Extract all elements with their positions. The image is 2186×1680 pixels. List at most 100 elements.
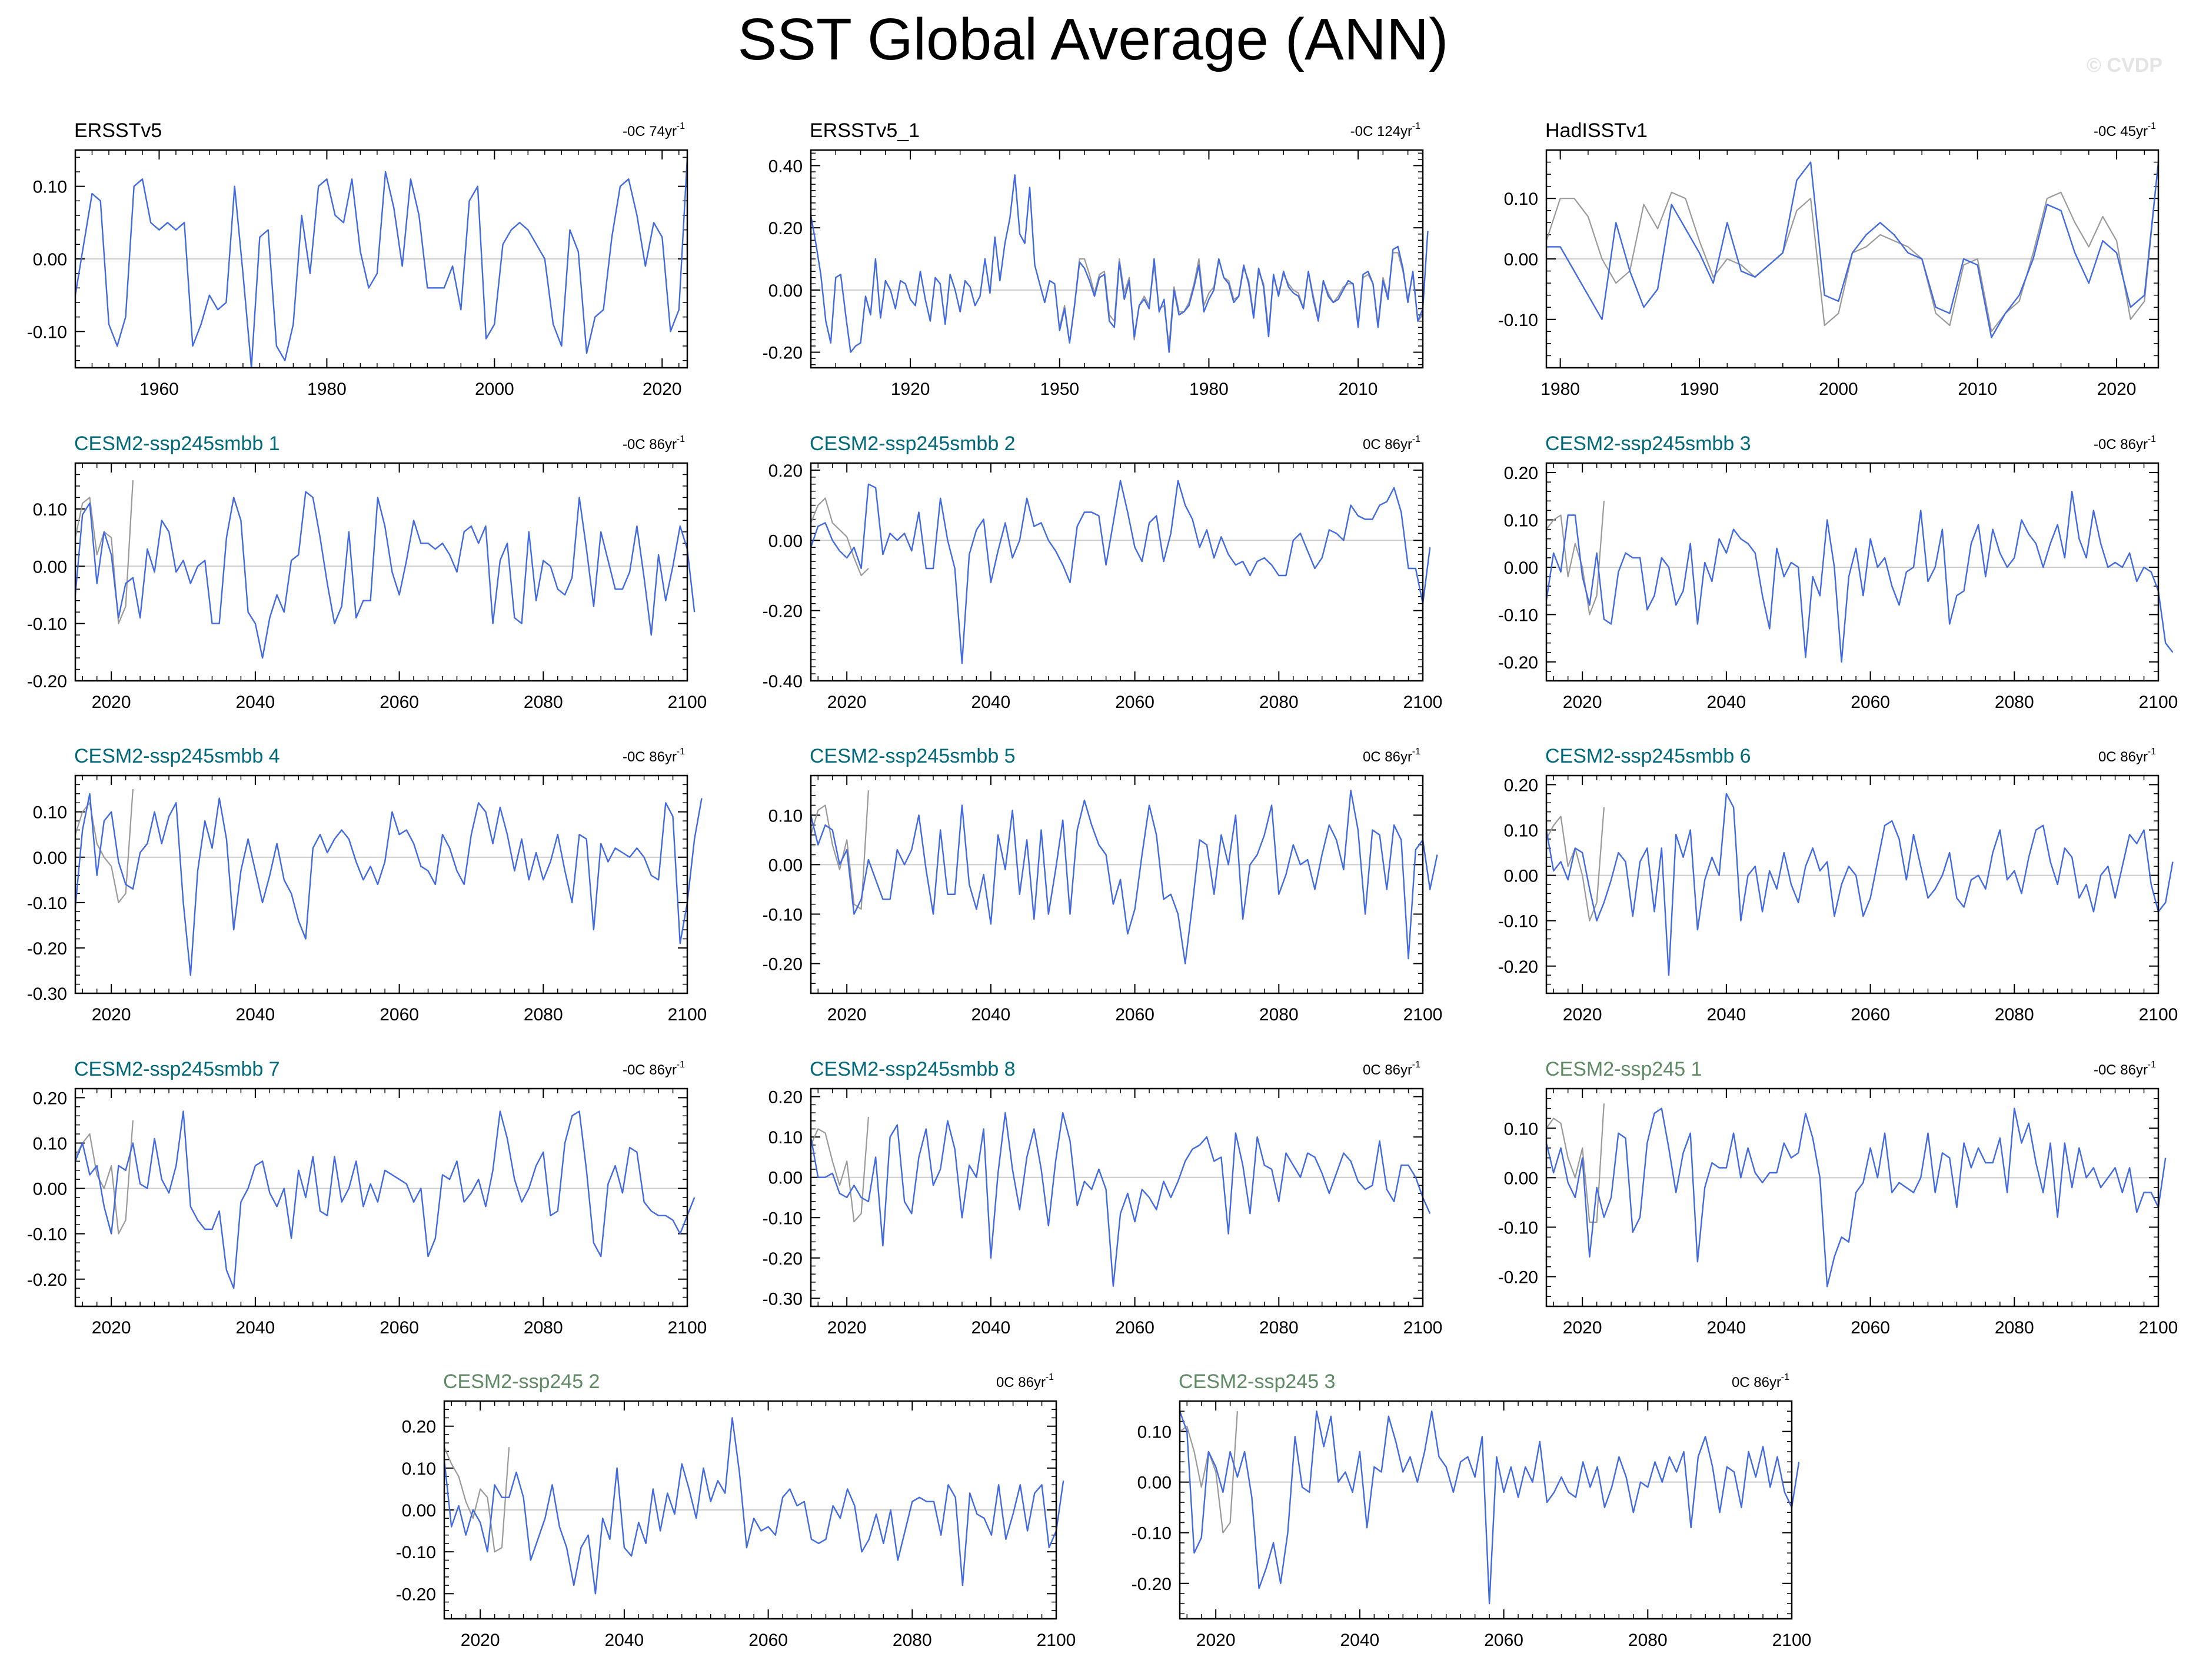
y-tick-label: 0.10 [1504,1119,1538,1139]
y-tick-label: 0.10 [402,1459,436,1479]
panel-title: CESM2-ssp245 1 [1545,1058,1702,1080]
x-tick-label: 2060 [1851,1318,1890,1338]
trend-superscript: -1 [1412,121,1420,131]
panel-title: CESM2-ssp245 2 [443,1370,600,1393]
plot-frame [74,462,688,682]
plot-frame [810,149,1424,369]
panel-title: CESM2-ssp245smbb 7 [74,1058,280,1080]
trend-superscript: -1 [1046,1372,1054,1382]
x-tick-label: 2040 [1707,693,1746,712]
y-tick-label: 0.10 [1137,1423,1172,1442]
x-tick-label: 2060 [1115,1318,1154,1338]
obs-series-line [810,1116,869,1223]
y-tick-label: -0.30 [763,1289,803,1309]
y-tick-label: 0.10 [1504,511,1538,531]
x-tick-label: 1980 [307,380,347,399]
plot-frame [74,149,688,369]
model-series-line [74,491,696,659]
model-series-line [1545,491,2174,663]
y-tick-label: -0.20 [763,1249,803,1269]
y-tick-label: -0.10 [27,894,67,913]
trend-superscript: -1 [1412,747,1420,757]
panel-14: CESM2-ssp245 3 0C 86yr -1 -0.20 -0.10 0.00 0.1… [1132,1370,1812,1650]
trend-label: -0C 45yr [2094,124,2148,139]
model-series-line [810,174,1429,353]
y-tick-label: 0.00 [33,250,67,270]
panel-title: CESM2-ssp245smbb 2 [810,433,1016,455]
x-tick-label: 1990 [1680,380,1719,399]
trend-superscript: -1 [1412,1060,1420,1070]
panel-5: CESM2-ssp245smbb 2 0C 86yr -1 -0.40 -0.20 0.0… [763,433,1443,712]
y-tick-label: 0.00 [1504,250,1538,270]
y-tick-label: 0.10 [33,178,67,197]
y-tick-label: -0.20 [1498,653,1538,673]
y-tick-label: 0.10 [768,806,803,826]
y-tick-label: -0.20 [763,955,803,974]
x-tick-label: 2020 [643,380,682,399]
y-tick-label: -0.20 [27,939,67,959]
trend-superscript: -1 [2148,121,2156,131]
plot-frame [810,1087,1424,1308]
plot-frame [74,1087,688,1308]
plot-frame [1545,462,2160,682]
y-tick-label: 0.10 [33,803,67,823]
model-series-line [1179,1410,1800,1605]
y-tick-label: 0.20 [768,461,803,481]
x-tick-label: 2060 [1851,1005,1890,1024]
trend-superscript: -1 [2148,747,2156,757]
plot-frame [74,774,688,994]
model-series-line [810,1112,1431,1287]
y-tick-label: 0.00 [1137,1473,1172,1493]
trend-superscript: -1 [2148,434,2156,444]
trend-superscript: -1 [677,434,685,444]
y-tick-label: -0.20 [1498,1268,1538,1288]
y-tick-label: 0.00 [1504,867,1538,886]
y-tick-label: 0.20 [768,219,803,238]
trend-label: 0C 86yr [1363,437,1412,453]
x-tick-label: 2100 [1403,1005,1443,1024]
x-tick-label: 2080 [1259,1318,1299,1338]
obs-series-line [1545,162,2160,332]
x-tick-label: 2020 [827,693,867,712]
model-series-line [1545,793,2174,976]
panel-title: CESM2-ssp245smbb 1 [74,433,280,455]
y-tick-label: 0.20 [1504,464,1538,483]
model-series-line [443,1417,1064,1595]
x-tick-label: 2060 [1115,1005,1154,1024]
trend-label: 0C 86yr [1732,1375,1781,1390]
x-tick-label: 2040 [971,1005,1011,1024]
panel-12: CESM2-ssp245 1 -0C 86yr -1 -0.20 -0.10 0.00 0.… [1498,1058,2178,1338]
trend-superscript: -1 [677,747,685,757]
y-tick-label: -0.10 [763,905,803,924]
plot-frame [1545,149,2160,369]
obs-series-line [1546,1103,1605,1223]
x-tick-label: 2020 [92,693,131,712]
x-tick-label: 2060 [748,1631,788,1650]
x-tick-label: 2080 [524,1005,563,1024]
model-series-line [74,793,703,976]
y-tick-label: -0.10 [27,322,67,342]
obs-series-line [74,789,134,903]
trend-label: -0C 86yr [2094,1062,2148,1078]
x-tick-label: 2040 [236,693,275,712]
trend-label: 0C 86yr [1363,749,1412,765]
obs-series-line [810,497,869,577]
model-series-line [1546,161,2160,338]
y-tick-label: 0.40 [768,157,803,176]
y-tick-label: -0.20 [1498,957,1538,977]
trend-superscript: -1 [677,121,685,131]
y-tick-label: -0.20 [27,1270,67,1290]
x-tick-label: 2040 [1340,1631,1380,1650]
plot-frame [1545,1087,2160,1308]
obs-series-line [1179,1411,1238,1533]
y-tick-label: 0.00 [33,557,67,577]
plot-frame [443,1400,1057,1620]
y-tick-label: 0.10 [768,1128,803,1147]
x-tick-label: 2020 [827,1318,867,1338]
obs-series-line [1546,807,1605,921]
x-tick-label: 2020 [92,1318,131,1338]
x-tick-label: 2100 [668,1005,707,1024]
x-tick-label: 2020 [2097,380,2137,399]
plot-frame [1545,774,2160,994]
y-tick-label: 0.20 [33,1089,67,1108]
